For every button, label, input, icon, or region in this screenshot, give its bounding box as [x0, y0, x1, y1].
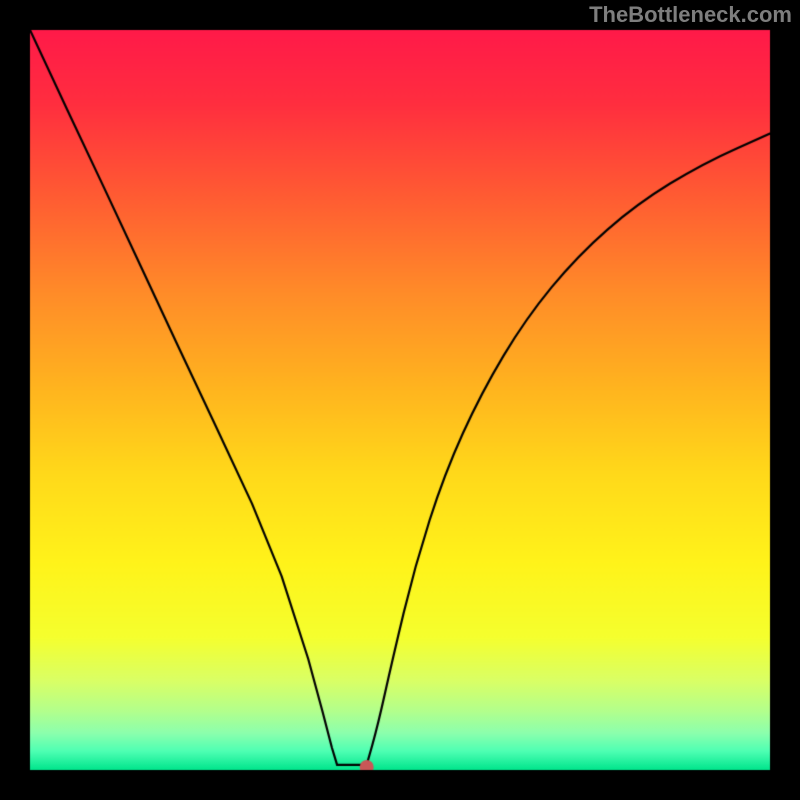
bottleneck-chart	[0, 0, 800, 800]
